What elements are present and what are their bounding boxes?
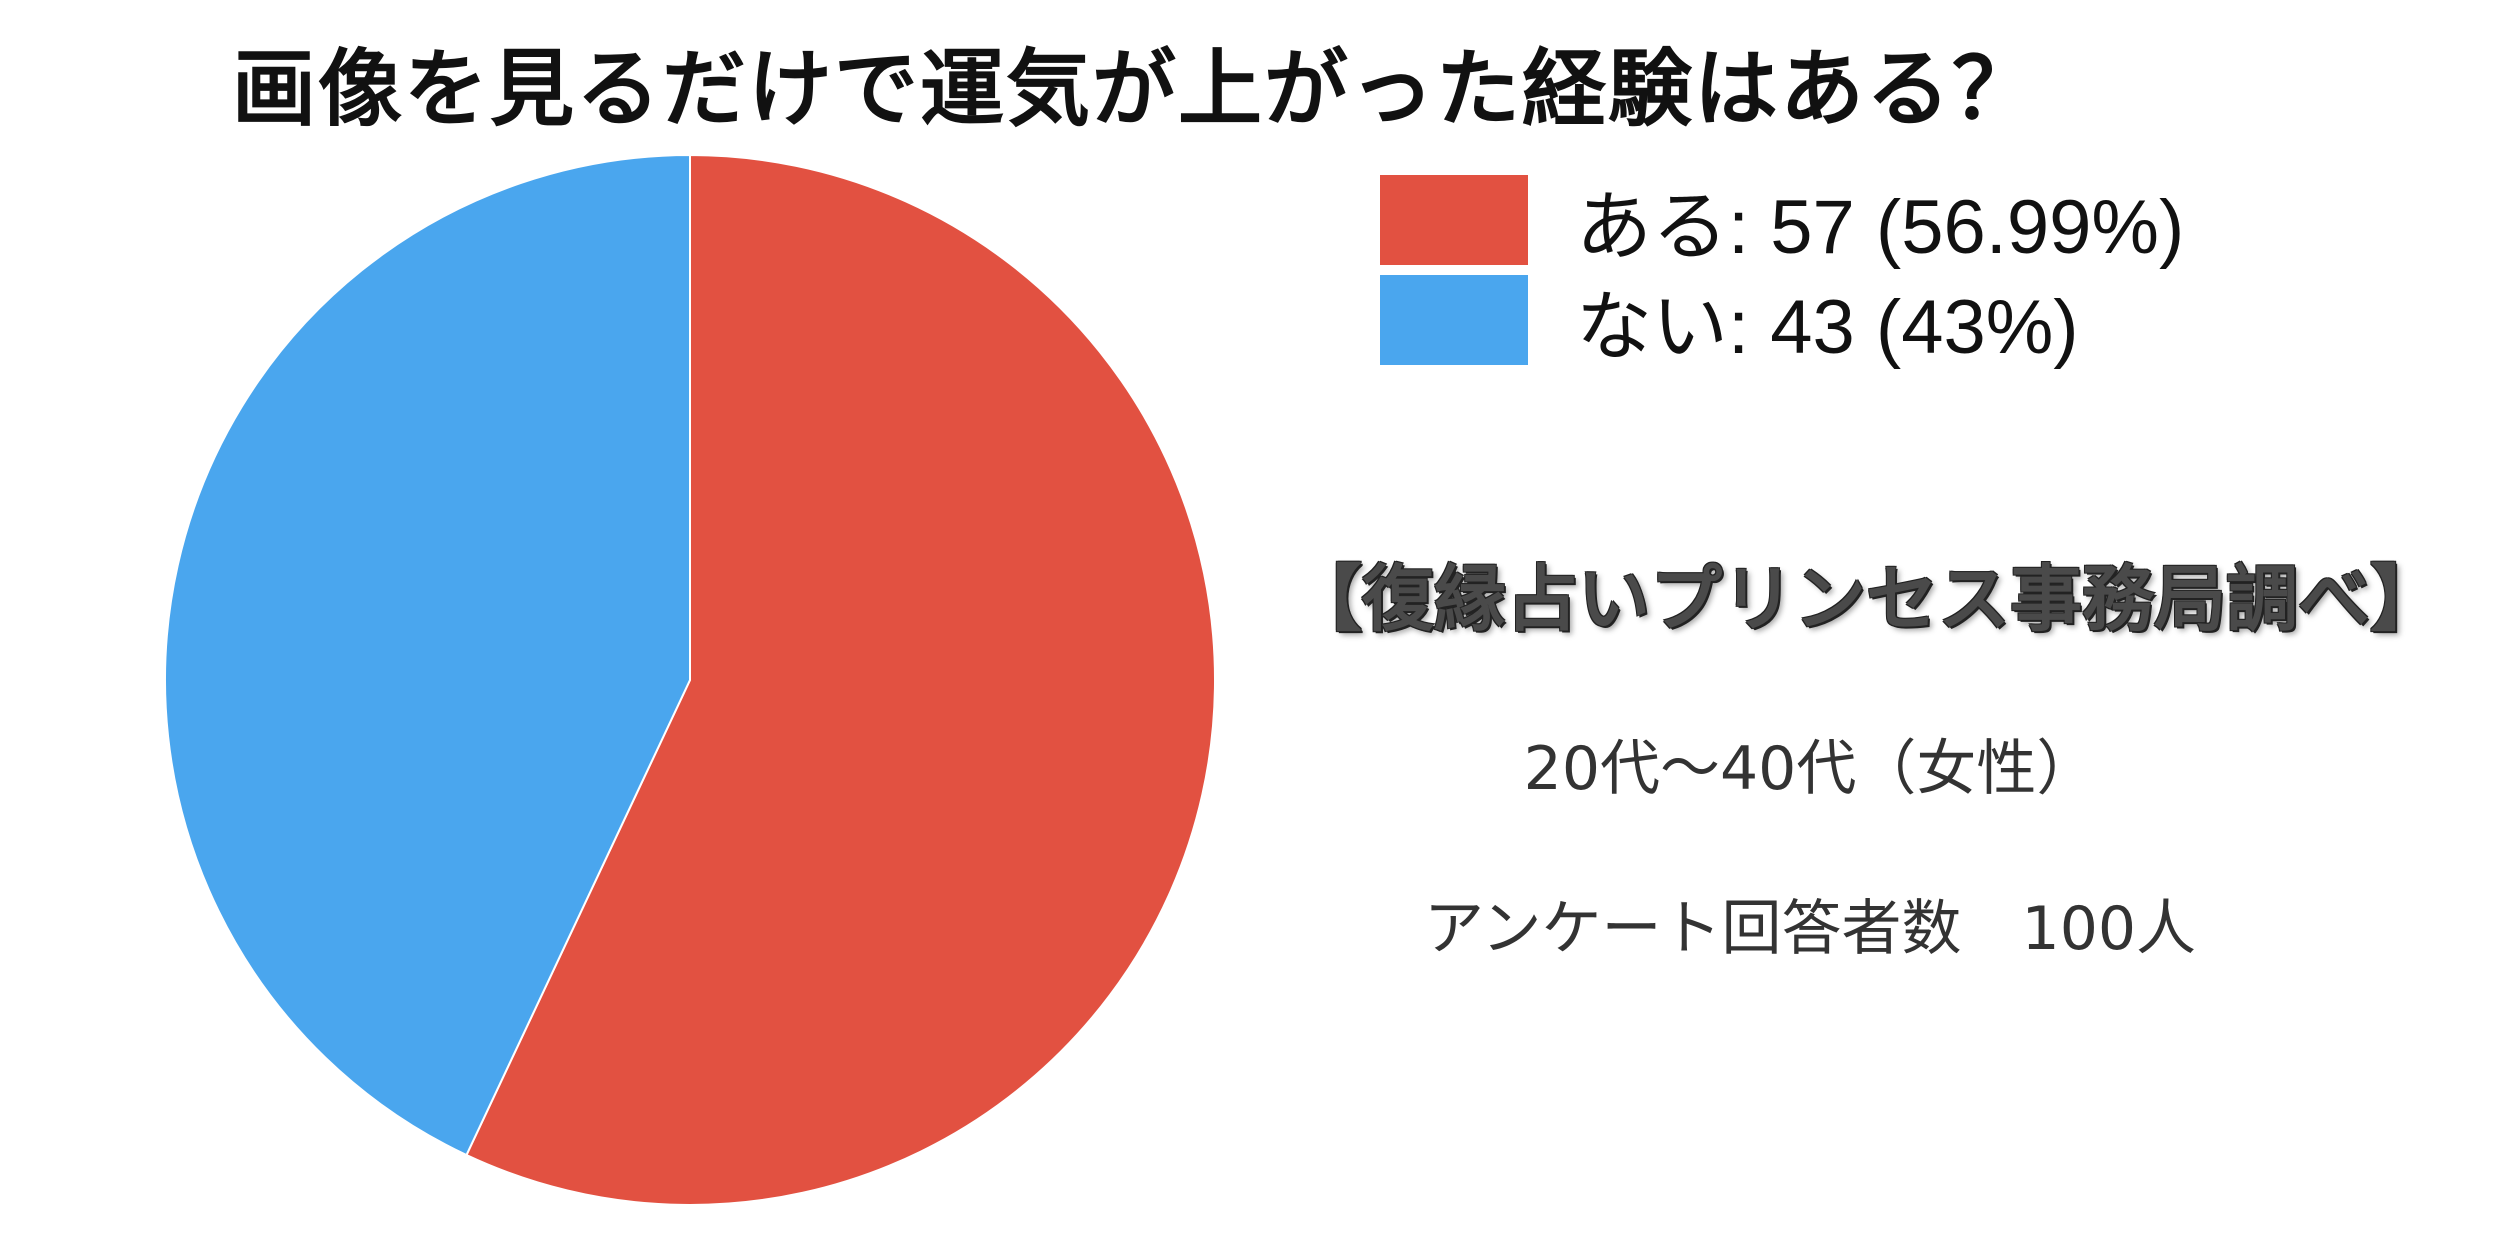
legend-label-aru: ある: 57 (56.99%) (1576, 185, 2185, 270)
legend-item-aru: ある: 57 (56.99%) (1380, 170, 2184, 270)
source-note: 【復縁占いプリンセス事務局調べ】 (1290, 557, 2443, 641)
legend: ある: 57 (56.99%) ない: 43 (43%) (1380, 170, 2184, 370)
pie-slice-aru (465, 153, 1216, 1206)
respondents-note: アンケート回答者数 100人 (1423, 894, 2197, 964)
chart-title: 画像を見るだけで運気が上がった経験はある？ (232, 40, 2039, 138)
age-group-note: 20代〜40代（女性） (1523, 734, 2097, 804)
legend-swatch-aru (1380, 175, 1528, 265)
pie-chart (164, 153, 1216, 1206)
legend-item-nai: ない: 43 (43%) (1380, 270, 2184, 370)
legend-swatch-nai (1380, 275, 1528, 365)
pie-slice-nai (164, 153, 691, 1157)
legend-label-nai: ない: 43 (43%) (1576, 285, 2079, 370)
